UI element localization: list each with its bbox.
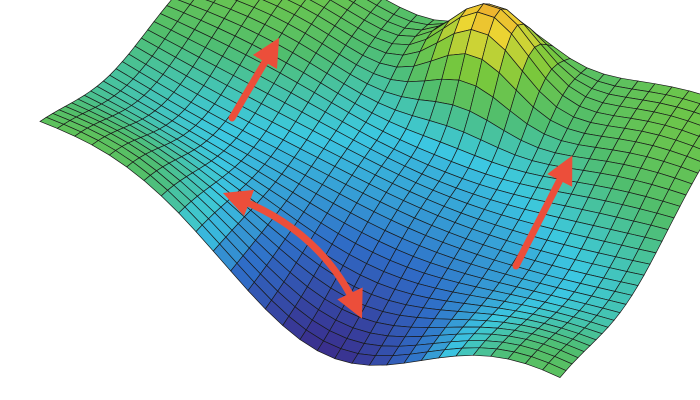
arrow-curved <box>222 189 363 319</box>
mesh-cell <box>692 135 700 150</box>
arrow-up-right <box>512 155 573 270</box>
arrow-up-left <box>228 37 280 122</box>
surface-mesh <box>39 0 700 379</box>
mesh-cell <box>693 103 700 115</box>
arrows <box>222 37 573 319</box>
mesh-cell <box>542 362 567 379</box>
